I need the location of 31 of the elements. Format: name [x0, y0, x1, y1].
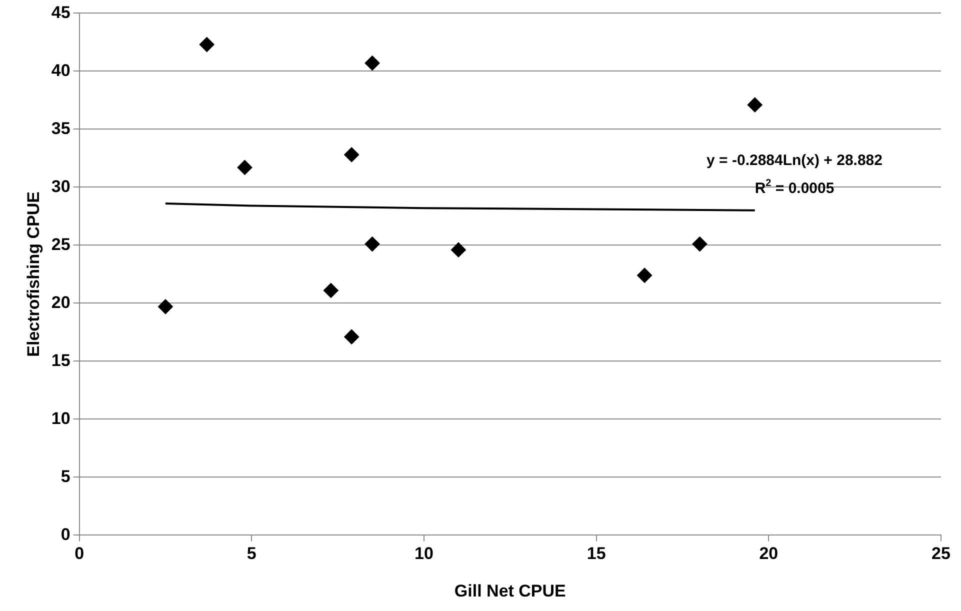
point	[692, 236, 708, 252]
y-tick-label: 30	[51, 176, 70, 196]
y-tick-label: 5	[60, 466, 70, 486]
y-tick-label: 20	[51, 292, 70, 312]
y-tick-label: 15	[51, 350, 70, 370]
x-tick-label: 0	[74, 544, 84, 564]
x-tick-label: 10	[414, 544, 434, 564]
point	[199, 37, 214, 52]
point	[344, 147, 360, 162]
x-tick-label: 15	[586, 544, 606, 564]
point	[364, 236, 380, 252]
point	[747, 97, 762, 112]
point	[237, 160, 252, 175]
x-axis-title: Gill Net CPUE	[454, 581, 566, 600]
point	[344, 329, 360, 344]
x-tick-label: 20	[759, 544, 778, 564]
y-tick-label: 40	[51, 60, 70, 80]
point	[323, 282, 338, 298]
y-tick-label: 10	[51, 408, 70, 428]
y-tick-label: 45	[51, 2, 70, 22]
y-tick-label: 35	[51, 118, 70, 138]
point	[450, 242, 466, 258]
y-tick-label: 25	[51, 234, 70, 254]
point	[637, 268, 652, 283]
x-tick-label: 25	[932, 544, 950, 564]
annotation: y = -0.2884Ln(x) + 28.882	[706, 152, 882, 170]
y-axis-title: Electrofishing CPUE	[24, 192, 43, 357]
point	[158, 299, 173, 314]
x-tick-label: 5	[246, 544, 256, 564]
y-tick-label: 0	[60, 524, 70, 544]
point	[364, 56, 380, 71]
